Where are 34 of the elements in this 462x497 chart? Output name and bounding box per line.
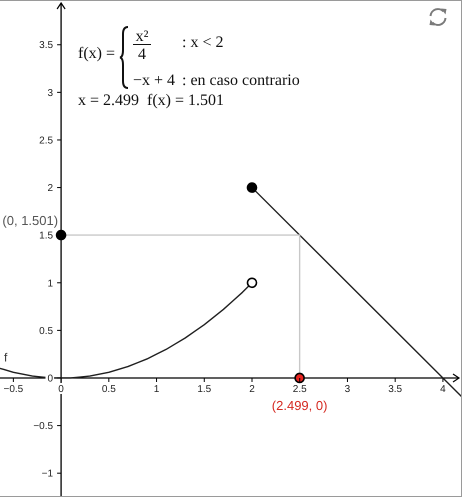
x-tick-label: 0 bbox=[58, 384, 64, 395]
series-label: f bbox=[4, 350, 8, 364]
y-tick-label: 1.5 bbox=[39, 230, 54, 242]
x-tick-label: −0.5 bbox=[3, 384, 24, 395]
y-tick-label: 2 bbox=[48, 183, 54, 194]
annotation: : x < 2 bbox=[182, 34, 224, 52]
y-tick-label: 0.5 bbox=[39, 326, 54, 337]
annotation: (0, 1.501) bbox=[2, 213, 58, 228]
annotation: x² bbox=[136, 28, 148, 46]
x-tick-label: 1.5 bbox=[197, 384, 212, 395]
annotation: −x + 4 bbox=[133, 72, 176, 90]
point bbox=[246, 182, 258, 193]
y-tick-label: 3 bbox=[48, 88, 54, 99]
y-tick-label: 2.5 bbox=[39, 135, 54, 146]
y-tick-label: 1 bbox=[48, 278, 54, 290]
annotation: : en caso contrario bbox=[182, 72, 300, 90]
x-tick-label: 4 bbox=[440, 384, 446, 395]
x-tick-label: 2.5 bbox=[292, 384, 308, 395]
x-tick-label: 0.5 bbox=[102, 384, 116, 395]
y-tick-label: 0 bbox=[48, 373, 54, 384]
point bbox=[56, 230, 66, 240]
y-tick-label: 3.5 bbox=[39, 40, 54, 52]
annotation: f(x) = bbox=[78, 45, 116, 63]
x-tick-label: 3 bbox=[344, 384, 351, 395]
annotation: x = 2.499 f(x) = 1.501 bbox=[78, 92, 224, 110]
point bbox=[246, 277, 258, 288]
y-tick-label: −0.5 bbox=[33, 421, 54, 432]
annotation: 4 bbox=[138, 46, 146, 64]
x-tick-label: 2 bbox=[249, 384, 256, 395]
x-tick-label: 3.5 bbox=[388, 384, 403, 395]
x-tick-label: 1 bbox=[154, 384, 160, 395]
y-tick-label: −1 bbox=[42, 468, 54, 480]
point bbox=[294, 372, 305, 384]
annotation: (2.499, 0) bbox=[272, 398, 328, 413]
